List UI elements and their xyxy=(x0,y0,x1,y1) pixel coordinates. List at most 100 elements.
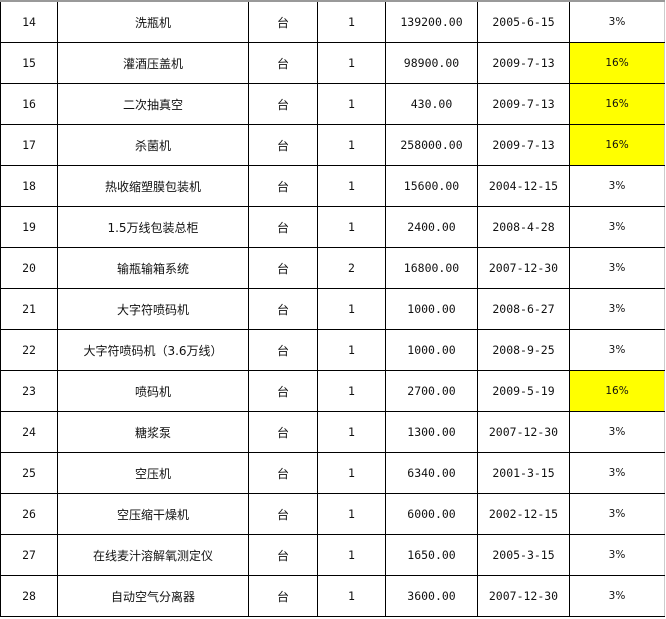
equipment-name-cell[interactable]: 空压机 xyxy=(57,452,249,494)
row-number-cell[interactable]: 18 xyxy=(0,165,58,207)
unit-cell[interactable]: 台 xyxy=(248,165,318,207)
equipment-name-cell[interactable]: 输瓶输箱系统 xyxy=(57,247,249,289)
unit-cell[interactable]: 台 xyxy=(248,288,318,330)
quantity-cell[interactable]: 2 xyxy=(317,247,386,289)
rate-cell[interactable]: 3% xyxy=(569,0,665,43)
date-cell[interactable]: 2001-3-15 xyxy=(477,452,570,494)
date-cell[interactable]: 2008-4-28 xyxy=(477,206,570,248)
amount-cell[interactable]: 2400.00 xyxy=(385,206,478,248)
unit-cell[interactable]: 台 xyxy=(248,124,318,166)
equipment-name-cell[interactable]: 1.5万线包装总柜 xyxy=(57,206,249,248)
unit-cell[interactable]: 台 xyxy=(248,206,318,248)
rate-cell[interactable]: 16% xyxy=(569,42,665,84)
unit-cell[interactable]: 台 xyxy=(248,0,318,43)
unit-cell[interactable]: 台 xyxy=(248,329,318,371)
amount-cell[interactable]: 6000.00 xyxy=(385,493,478,535)
equipment-name-cell[interactable]: 大字符喷码机（3.6万线） xyxy=(57,329,249,371)
amount-cell[interactable]: 1000.00 xyxy=(385,329,478,371)
equipment-name-cell[interactable]: 在线麦汁溶解氧测定仪 xyxy=(57,534,249,576)
row-number-cell[interactable]: 27 xyxy=(0,534,58,576)
equipment-name-cell[interactable]: 热收缩塑膜包装机 xyxy=(57,165,249,207)
amount-cell[interactable]: 2700.00 xyxy=(385,370,478,412)
date-cell[interactable]: 2009-5-19 xyxy=(477,370,570,412)
quantity-cell[interactable]: 1 xyxy=(317,534,386,576)
quantity-cell[interactable]: 1 xyxy=(317,452,386,494)
row-number-cell[interactable]: 25 xyxy=(0,452,58,494)
amount-cell[interactable]: 98900.00 xyxy=(385,42,478,84)
date-cell[interactable]: 2007-12-30 xyxy=(477,411,570,453)
unit-cell[interactable]: 台 xyxy=(248,493,318,535)
quantity-cell[interactable]: 1 xyxy=(317,288,386,330)
amount-cell[interactable]: 1000.00 xyxy=(385,288,478,330)
unit-cell[interactable]: 台 xyxy=(248,411,318,453)
row-number-cell[interactable]: 23 xyxy=(0,370,58,412)
quantity-cell[interactable]: 1 xyxy=(317,42,386,84)
row-number-cell[interactable]: 14 xyxy=(0,0,58,43)
amount-cell[interactable]: 15600.00 xyxy=(385,165,478,207)
quantity-cell[interactable]: 1 xyxy=(317,493,386,535)
amount-cell[interactable]: 6340.00 xyxy=(385,452,478,494)
equipment-name-cell[interactable]: 糖浆泵 xyxy=(57,411,249,453)
date-cell[interactable]: 2008-6-27 xyxy=(477,288,570,330)
rate-cell[interactable]: 3% xyxy=(569,534,665,576)
rate-cell[interactable]: 3% xyxy=(569,165,665,207)
unit-cell[interactable]: 台 xyxy=(248,534,318,576)
unit-cell[interactable]: 台 xyxy=(248,370,318,412)
unit-cell[interactable]: 台 xyxy=(248,83,318,125)
equipment-name-cell[interactable]: 二次抽真空 xyxy=(57,83,249,125)
row-number-cell[interactable]: 28 xyxy=(0,575,58,617)
quantity-cell[interactable]: 1 xyxy=(317,575,386,617)
date-cell[interactable]: 2007-12-30 xyxy=(477,575,570,617)
quantity-cell[interactable]: 1 xyxy=(317,206,386,248)
rate-cell[interactable]: 16% xyxy=(569,83,665,125)
amount-cell[interactable]: 430.00 xyxy=(385,83,478,125)
date-cell[interactable]: 2007-12-30 xyxy=(477,247,570,289)
date-cell[interactable]: 2002-12-15 xyxy=(477,493,570,535)
equipment-name-cell[interactable]: 洗瓶机 xyxy=(57,0,249,43)
equipment-name-cell[interactable]: 大字符喷码机 xyxy=(57,288,249,330)
quantity-cell[interactable]: 1 xyxy=(317,0,386,43)
row-number-cell[interactable]: 21 xyxy=(0,288,58,330)
equipment-name-cell[interactable]: 灌酒压盖机 xyxy=(57,42,249,84)
rate-cell[interactable]: 3% xyxy=(569,411,665,453)
quantity-cell[interactable]: 1 xyxy=(317,83,386,125)
rate-cell[interactable]: 3% xyxy=(569,493,665,535)
rate-cell[interactable]: 3% xyxy=(569,575,665,617)
rate-cell[interactable]: 3% xyxy=(569,329,665,371)
row-number-cell[interactable]: 22 xyxy=(0,329,58,371)
rate-cell[interactable]: 3% xyxy=(569,206,665,248)
amount-cell[interactable]: 3600.00 xyxy=(385,575,478,617)
row-number-cell[interactable]: 17 xyxy=(0,124,58,166)
equipment-name-cell[interactable]: 自动空气分离器 xyxy=(57,575,249,617)
quantity-cell[interactable]: 1 xyxy=(317,124,386,166)
rate-cell[interactable]: 3% xyxy=(569,288,665,330)
date-cell[interactable]: 2005-3-15 xyxy=(477,534,570,576)
equipment-name-cell[interactable]: 空压缩干燥机 xyxy=(57,493,249,535)
row-number-cell[interactable]: 26 xyxy=(0,493,58,535)
amount-cell[interactable]: 139200.00 xyxy=(385,0,478,43)
rate-cell[interactable]: 16% xyxy=(569,124,665,166)
date-cell[interactable]: 2008-9-25 xyxy=(477,329,570,371)
quantity-cell[interactable]: 1 xyxy=(317,411,386,453)
amount-cell[interactable]: 1650.00 xyxy=(385,534,478,576)
amount-cell[interactable]: 258000.00 xyxy=(385,124,478,166)
row-number-cell[interactable]: 15 xyxy=(0,42,58,84)
row-number-cell[interactable]: 24 xyxy=(0,411,58,453)
quantity-cell[interactable]: 1 xyxy=(317,370,386,412)
equipment-name-cell[interactable]: 杀菌机 xyxy=(57,124,249,166)
equipment-name-cell[interactable]: 喷码机 xyxy=(57,370,249,412)
date-cell[interactable]: 2009-7-13 xyxy=(477,42,570,84)
date-cell[interactable]: 2009-7-13 xyxy=(477,83,570,125)
unit-cell[interactable]: 台 xyxy=(248,575,318,617)
row-number-cell[interactable]: 16 xyxy=(0,83,58,125)
unit-cell[interactable]: 台 xyxy=(248,42,318,84)
quantity-cell[interactable]: 1 xyxy=(317,329,386,371)
date-cell[interactable]: 2005-6-15 xyxy=(477,0,570,43)
row-number-cell[interactable]: 20 xyxy=(0,247,58,289)
unit-cell[interactable]: 台 xyxy=(248,452,318,494)
quantity-cell[interactable]: 1 xyxy=(317,165,386,207)
rate-cell[interactable]: 16% xyxy=(569,370,665,412)
amount-cell[interactable]: 1300.00 xyxy=(385,411,478,453)
date-cell[interactable]: 2004-12-15 xyxy=(477,165,570,207)
row-number-cell[interactable]: 19 xyxy=(0,206,58,248)
